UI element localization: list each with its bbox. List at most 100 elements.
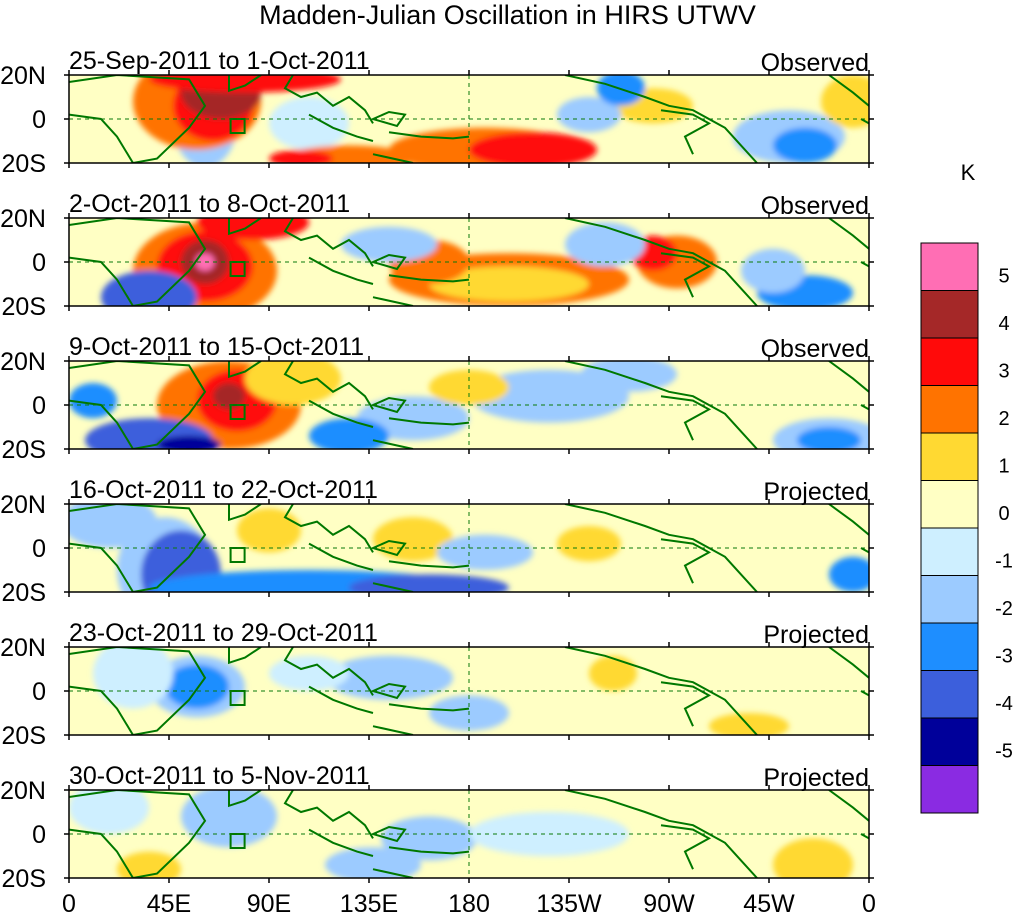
anomaly-field (69, 218, 869, 306)
coastline (69, 504, 869, 592)
anomaly-contour (829, 556, 869, 592)
anomaly-contour (165, 664, 229, 709)
coastline (69, 361, 869, 449)
colorbar-label: 5 (998, 266, 1009, 288)
coastline (69, 75, 869, 163)
colorbar-swatch (920, 432, 979, 481)
anomaly-contour (93, 647, 173, 709)
figure-title: Madden-Julian Oscillation in HIRS UTWV (259, 0, 756, 30)
panel-status: Observed (761, 192, 869, 220)
panel-date-range: 23-Oct-2011 to 29-Oct-2011 (69, 619, 378, 647)
map-panels: 25-Sep-2011 to 1-Oct-2011 Observed 20N 0 20S… (0, 47, 874, 893)
anomaly-contour (309, 418, 389, 449)
latitude-label: 20S (2, 579, 46, 607)
panel-status: Observed (761, 335, 869, 363)
panel-date-range: 2-Oct-2011 to 8-Oct-2011 (69, 190, 350, 218)
anomaly-contour (269, 97, 349, 150)
anomaly-contour (469, 132, 597, 163)
anomaly-contour (325, 847, 421, 878)
anomaly-contour (581, 361, 677, 392)
anomaly-contour (597, 75, 645, 106)
map-panel: 2-Oct-2011 to 8-Oct-2011 Observed 20N 0 20S (0, 190, 874, 321)
colorbar-swatch (920, 480, 979, 529)
anomaly-contour (557, 526, 621, 562)
colorbar-label: -5 (995, 741, 1013, 763)
colorbar-label: -4 (995, 693, 1013, 715)
latitude-label: 0 (32, 678, 46, 706)
anomaly-contour (373, 517, 453, 562)
latitude-label: 20S (2, 722, 46, 750)
colorbar-swatch (920, 717, 979, 766)
colorbar-swatch (920, 290, 979, 339)
anomaly-field (69, 75, 869, 163)
anomaly-field (69, 790, 869, 878)
latitude-label: 20N (0, 62, 46, 90)
longitude-label: 180 (448, 890, 490, 918)
latitude-label: 20S (2, 150, 46, 178)
map-panel: 30-Oct-2011 to 5-Nov-2011 Projected 20N 0 20… (0, 762, 874, 893)
coastline (69, 218, 869, 306)
map-panel: 25-Sep-2011 to 1-Oct-2011 Observed 20N 0 20S (0, 47, 874, 178)
anomaly-contour (349, 574, 509, 592)
colorbar-swatch (920, 575, 979, 624)
anomaly-contour (149, 75, 341, 93)
colorbar-swatch (920, 527, 979, 576)
latitude-label: 20S (2, 436, 46, 464)
latitude-label: 0 (32, 821, 46, 849)
longitude-label: 90E (247, 890, 291, 918)
latitude-label: 0 (32, 249, 46, 277)
anomaly-contour (69, 790, 149, 834)
anomaly-contour (821, 75, 869, 128)
anomaly-contour (557, 97, 621, 133)
colorbar: K 5 4 3 2 1 0 -1 -2 -3 -4 -5 (920, 160, 1013, 814)
latitude-label: 20N (0, 348, 46, 376)
panel-status: Projected (763, 764, 869, 792)
colorbar-label: 0 (998, 503, 1009, 525)
longitude-label: 45W (743, 890, 795, 918)
panel-date-range: 25-Sep-2011 to 1-Oct-2011 (69, 47, 370, 75)
map-panel: 9-Oct-2011 to 15-Oct-2011 Observed 20N 0 20S (0, 333, 874, 464)
panel-date-range: 30-Oct-2011 to 5-Nov-2011 (69, 762, 370, 790)
latitude-label: 0 (32, 535, 46, 563)
colorbar-swatch (920, 765, 979, 814)
anomaly-contour (437, 534, 533, 571)
panel-date-range: 9-Oct-2011 to 15-Oct-2011 (69, 333, 364, 361)
latitude-label: 20N (0, 491, 46, 519)
colorbar-unit: K (961, 160, 976, 185)
anomaly-contour (589, 655, 637, 692)
latitude-label: 20N (0, 634, 46, 662)
longitude-axis: 0 45E 90E 135E 180 135W 90W 45W 0 (62, 890, 876, 918)
latitude-label: 0 (32, 106, 46, 134)
anomaly-field (69, 647, 869, 735)
colorbar-label: 2 (998, 408, 1009, 430)
anomaly-contour (773, 838, 853, 878)
longitude-label: 135E (340, 890, 398, 918)
longitude-label: 0 (862, 890, 876, 918)
latitude-label: 20N (0, 777, 46, 805)
anomaly-contour (773, 127, 837, 163)
anomaly-contour (197, 218, 309, 240)
coastline (69, 790, 869, 878)
longitude-label: 45E (147, 890, 191, 918)
anomaly-contour (709, 713, 789, 735)
colorbar-swatch (920, 242, 979, 291)
colorbar-swatch (920, 622, 979, 671)
map-panel: 23-Oct-2011 to 29-Oct-2011 Projected 20N 0 2… (0, 619, 874, 750)
latitude-label: 0 (32, 392, 46, 420)
colorbar-swatch (920, 385, 979, 434)
anomaly-contour (213, 383, 245, 410)
colorbar-swatch (920, 670, 979, 719)
colorbar-label: 4 (998, 313, 1009, 335)
latitude-label: 20S (2, 865, 46, 893)
colorbar-label: -1 (995, 551, 1013, 573)
anomaly-contour (117, 851, 181, 878)
anomaly-contour (741, 248, 805, 293)
panel-status: Observed (761, 49, 869, 77)
anomaly-contour (157, 435, 221, 449)
anomaly-contour (797, 427, 861, 449)
latitude-label: 20S (2, 293, 46, 321)
anomaly-contour (269, 655, 349, 692)
latitude-label: 20N (0, 205, 46, 233)
colorbar-label: 1 (998, 456, 1009, 478)
